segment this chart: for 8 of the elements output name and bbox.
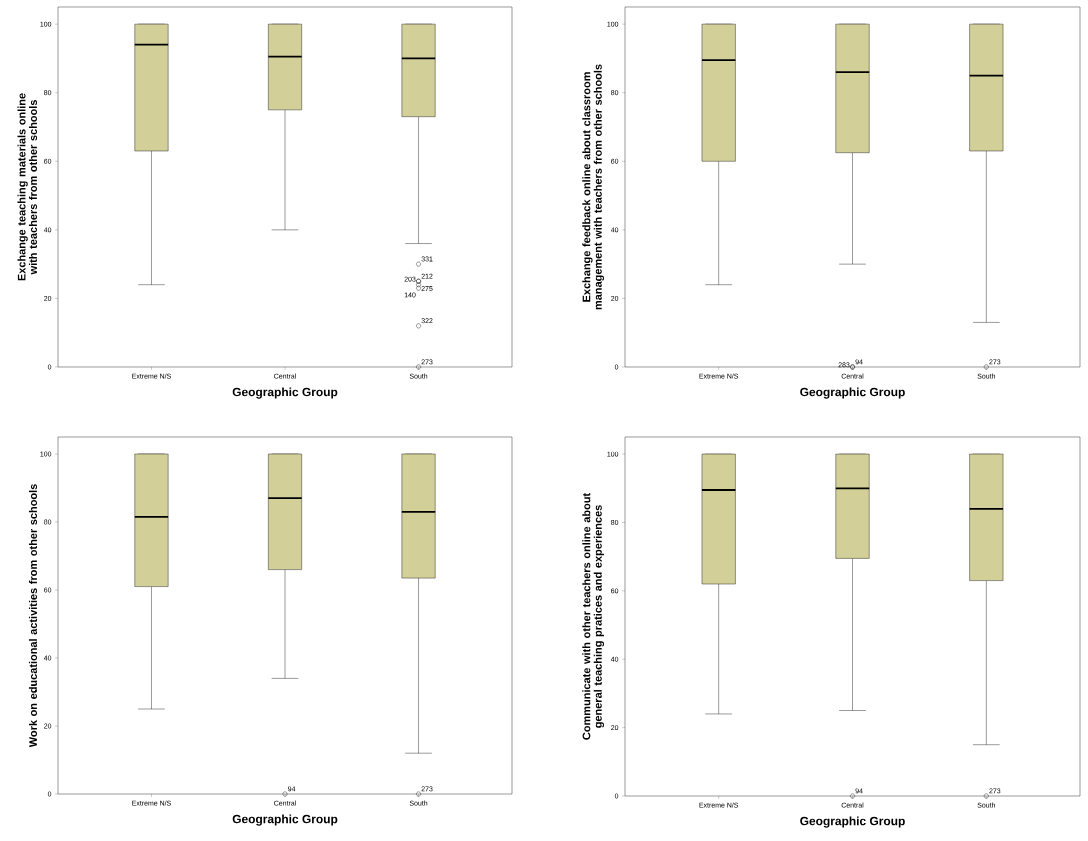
y-axis-title: Exchange feedback online about classroom management with teachers from other schools [582, 64, 605, 310]
y-axis-title: Exchange teaching materials online with teachers from other schools [17, 93, 37, 281]
x-axis-title: Geographic Group [232, 387, 338, 399]
y-axis-title: Work on educational activities from other schools [28, 484, 37, 748]
y-axis-title: Communicate with other teachers online about general teaching pratices and experiences [582, 493, 605, 740]
x-axis-title: Geographic Group [800, 387, 905, 399]
x-axis-title: Geographic Group [800, 816, 905, 828]
x-axis-title: Geographic Group [232, 814, 338, 826]
